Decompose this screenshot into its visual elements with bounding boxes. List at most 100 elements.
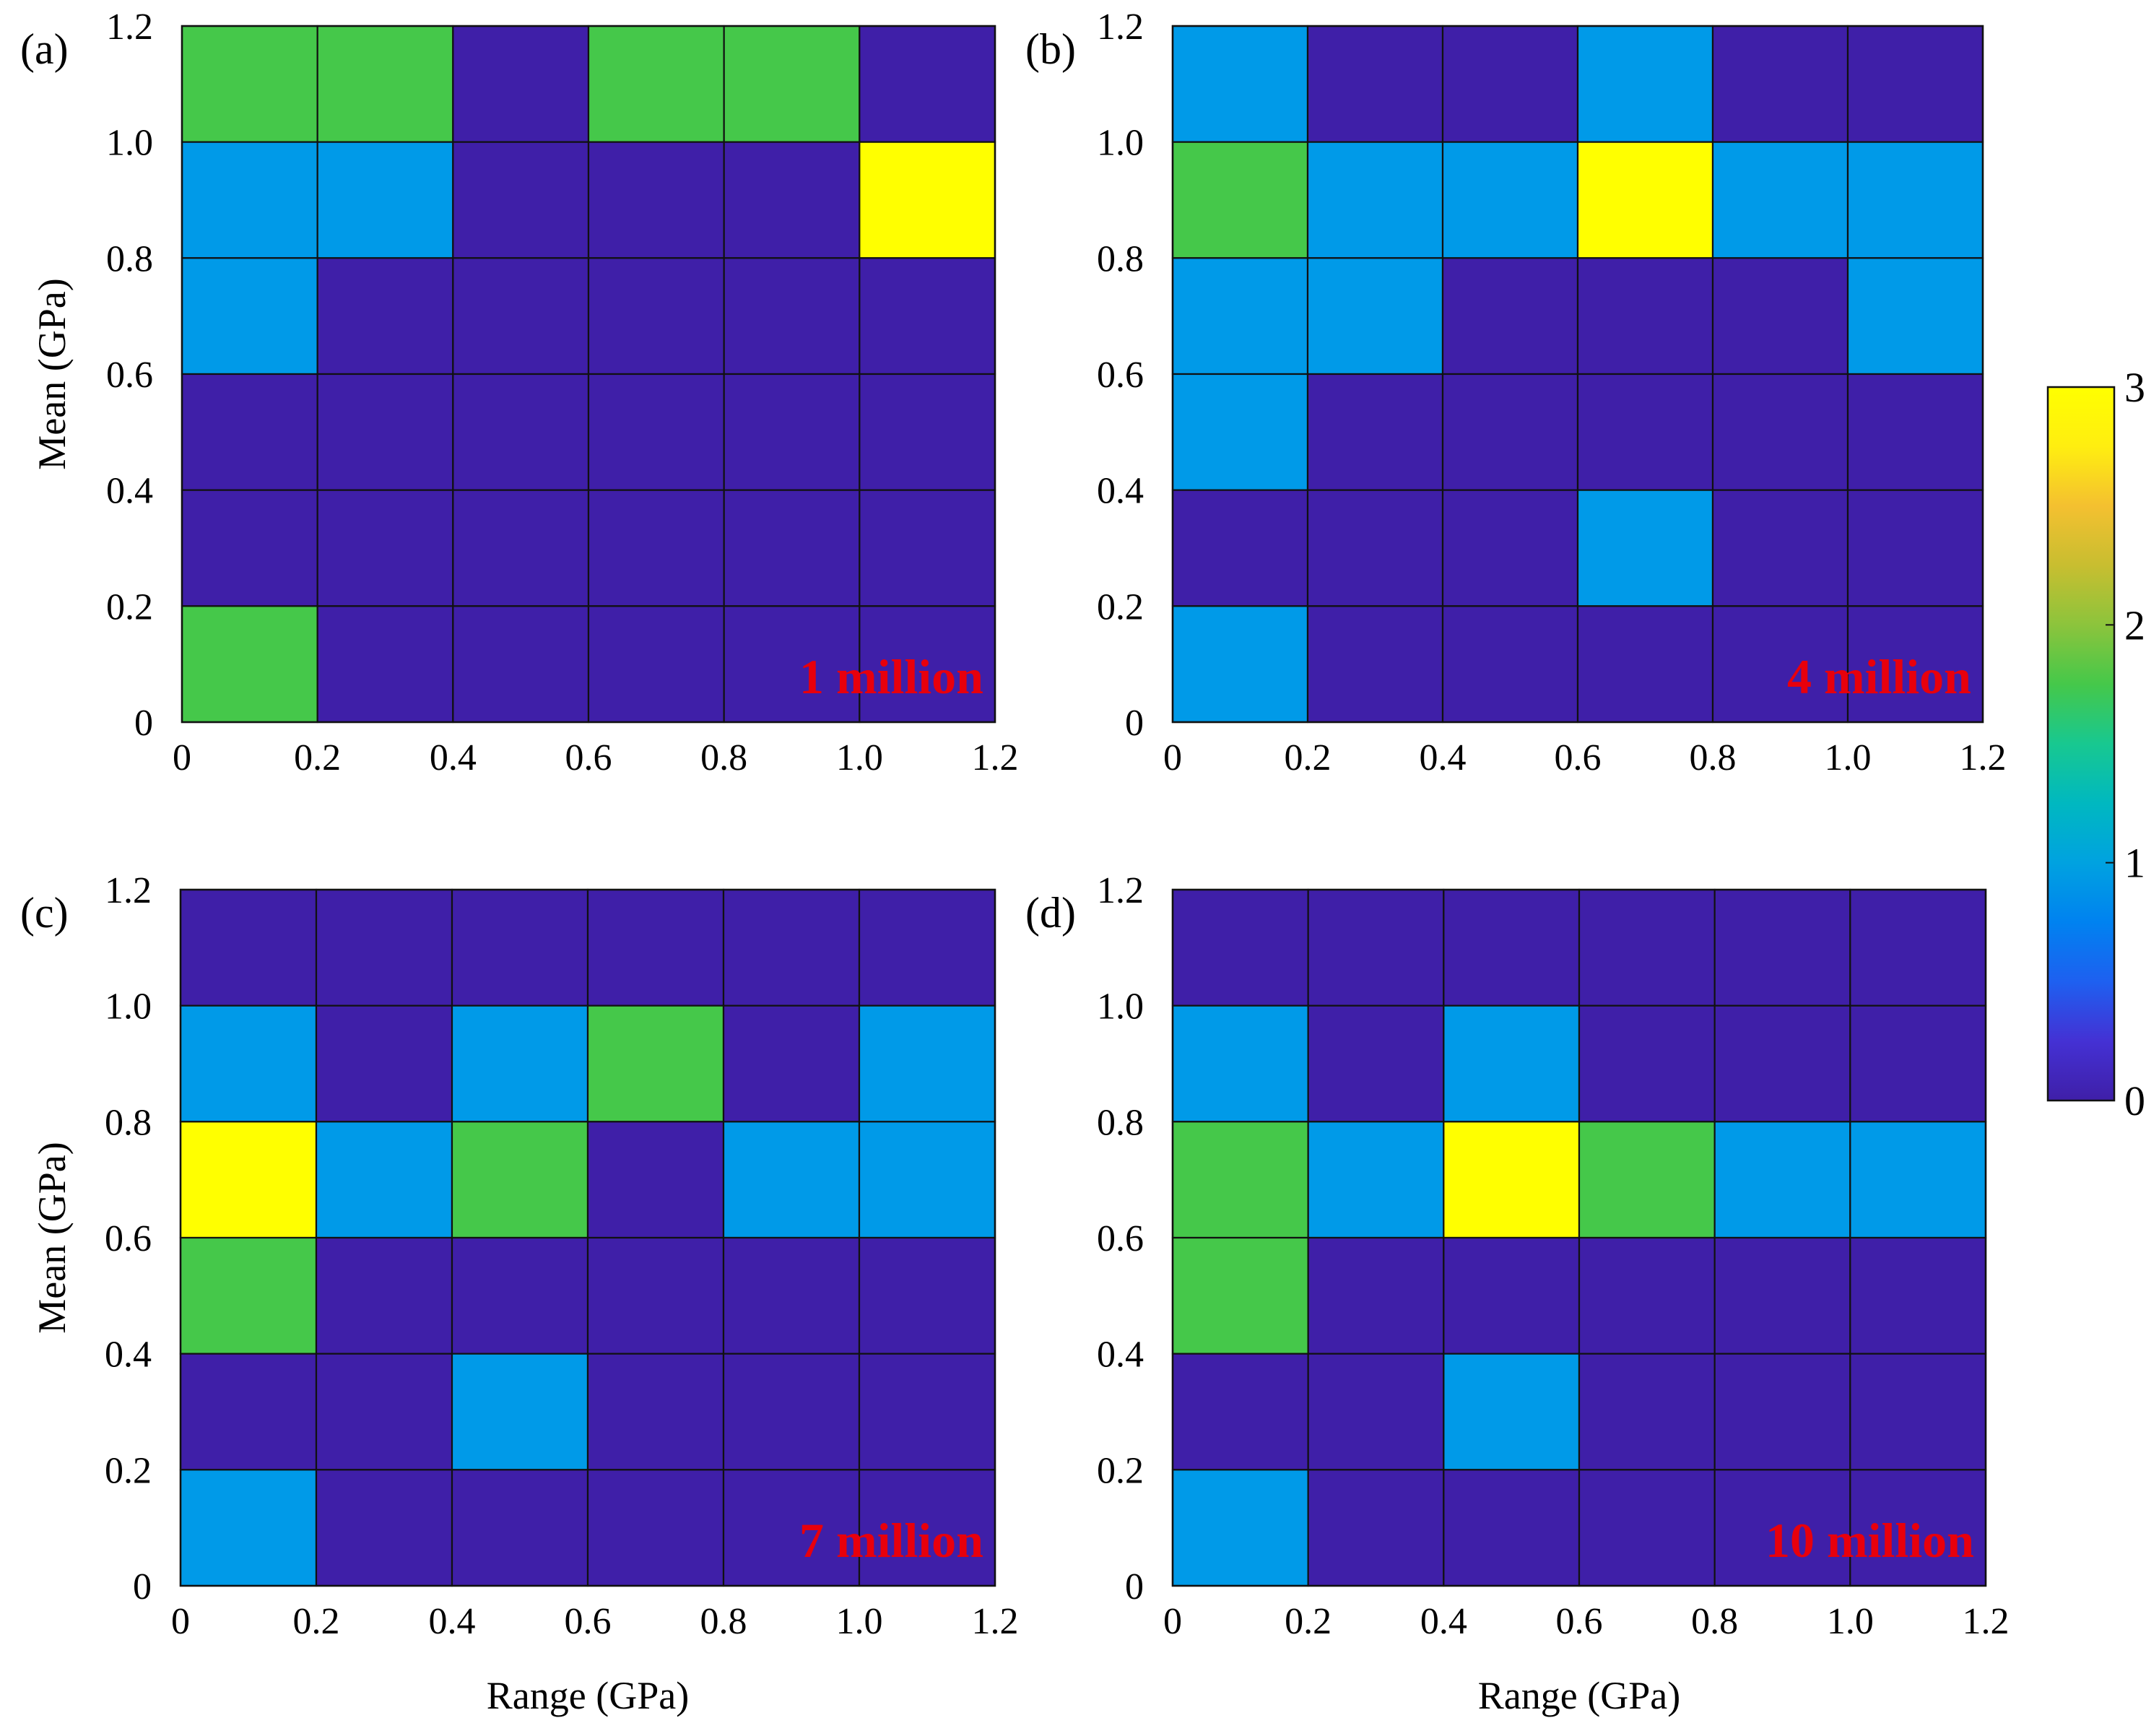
- heatmap-cell: [181, 605, 318, 724]
- heatmap-cell: [1711, 373, 1849, 491]
- y-tick-label: 1.2: [1097, 870, 1144, 911]
- heatmap-cell: [315, 1469, 453, 1587]
- heatmap-cell: [722, 1469, 861, 1587]
- heatmap-cell: [452, 257, 590, 376]
- heatmap-cell: [1711, 257, 1849, 376]
- heatmap-cell: [316, 489, 454, 607]
- heatmap-cell: [181, 141, 318, 259]
- heatmap-cell: [723, 373, 861, 491]
- heatmap-cell: [858, 1121, 996, 1239]
- panel-label: (b): [1025, 25, 1076, 73]
- x-tick-label: 0.2: [1285, 1601, 1332, 1642]
- heatmap-cell: [1441, 605, 1579, 724]
- heatmap-cell: [1578, 1236, 1716, 1355]
- plot-frame: [179, 888, 996, 1587]
- y-tick-label: 0.8: [1097, 1102, 1144, 1143]
- heatmap-cell: [1443, 888, 1581, 1007]
- heatmap-cell: [315, 1236, 453, 1355]
- heatmap-cell: [1171, 1004, 1309, 1123]
- x-tick-label: 1.2: [972, 1601, 1019, 1642]
- heatmap-cell: [1307, 1469, 1445, 1587]
- heatmap-cell: [859, 25, 996, 143]
- y-axis-label: Mean (GPa): [30, 1142, 74, 1333]
- heatmap-cell: [1578, 1004, 1716, 1123]
- y-tick-label: 0.4: [1097, 471, 1144, 512]
- x-tick-label: 0.4: [429, 1601, 476, 1642]
- heatmap-cell: [451, 1236, 589, 1355]
- heatmap-cell: [1171, 373, 1309, 491]
- x-tick-label: 0: [171, 1601, 190, 1642]
- y-tick-label: 0: [133, 1566, 152, 1607]
- heatmap-cell: [858, 1236, 996, 1355]
- heatmap-panel-c: 0 0.2 0.4 0.6 0.8 1.0 1.2 0 0.2 0.4 0.6 0.8 1.0 1.2 (c…: [20, 870, 1019, 1717]
- x-tick-label: 0.8: [1691, 1601, 1738, 1642]
- heatmap-cell: [451, 1353, 589, 1471]
- heatmap-cell: [452, 605, 590, 724]
- heatmap-cell: [1576, 141, 1714, 259]
- x-tick-label: 0.4: [1420, 737, 1467, 778]
- y-tick-label: 0.6: [106, 355, 153, 396]
- y-tick-label: 0.8: [1097, 238, 1144, 279]
- heatmap-cell: [858, 1469, 996, 1587]
- heatmap-cell: [1849, 1236, 1987, 1355]
- heatmap-panel-d: 0 0.2 0.4 0.6 0.8 1.0 1.2 0 0.2 0.4 0.6 0.8 1.0 1.2 (d…: [1025, 870, 2010, 1717]
- panel-label: (c): [20, 889, 69, 937]
- x-tick-label: 0.6: [1555, 737, 1602, 778]
- heatmap-cell: [586, 1121, 725, 1239]
- heatmap-cell: [587, 605, 725, 724]
- colorbar-tick-label: 1: [2124, 840, 2145, 887]
- heatmap-cell: [1441, 257, 1579, 376]
- heatmap-cell: [859, 257, 996, 376]
- heatmap-cell: [179, 1121, 318, 1239]
- sample-count-annotation: 4 million: [1787, 649, 1971, 704]
- colorbar-gradient: [2046, 386, 2116, 1102]
- heatmap-cell: [1849, 1121, 1987, 1239]
- x-tick-label: 0.6: [565, 737, 612, 778]
- y-tick-label: 0.4: [1097, 1334, 1144, 1376]
- y-tick-label: 0.2: [1097, 1450, 1144, 1491]
- y-tick-label: 0.2: [105, 1450, 152, 1491]
- y-tick-label: 0.6: [1097, 1218, 1144, 1259]
- x-tick-label: 1.2: [1960, 737, 2007, 778]
- panel-label: (a): [20, 25, 69, 73]
- heatmap-cell: [181, 25, 318, 143]
- y-tick-label: 1.0: [1097, 986, 1144, 1028]
- plot-frame: [181, 25, 996, 724]
- heatmap-cell: [181, 373, 318, 491]
- heatmap-cell: [316, 25, 454, 143]
- heatmap-cell: [1171, 1353, 1309, 1471]
- heatmap-cell: [451, 1121, 589, 1239]
- y-tick-label: 0.8: [105, 1102, 152, 1143]
- heatmap-cell: [586, 1353, 725, 1471]
- heatmap-cell: [1846, 373, 1984, 491]
- colorbar: 0 1 2 3: [2046, 364, 2145, 1124]
- sample-count-annotation: 1 million: [799, 649, 983, 704]
- x-tick-label: 0: [1163, 1601, 1182, 1642]
- heatmap-cell: [1171, 25, 1309, 143]
- y-tick-label: 1.2: [1097, 6, 1144, 48]
- y-tick-label: 0.6: [1097, 355, 1144, 396]
- heatmap-cell: [1441, 489, 1579, 607]
- heatmap-cell: [1307, 1004, 1445, 1123]
- heatmap-cell: [859, 605, 996, 724]
- heatmap-cell: [859, 141, 996, 259]
- y-tick-label: 0.4: [106, 471, 153, 512]
- heatmap-cell: [1306, 141, 1444, 259]
- heatmap-cell: [722, 888, 861, 1007]
- heatmap-cell: [1576, 489, 1714, 607]
- heatmap-cell: [858, 1004, 996, 1123]
- heatmap-cell: [1576, 257, 1714, 376]
- y-tick-label: 1.0: [105, 986, 152, 1028]
- heatmap-cell: [1713, 1236, 1851, 1355]
- x-tick-label: 1.2: [1963, 1601, 2010, 1642]
- heatmap-cell: [1578, 1469, 1716, 1587]
- x-tick-label: 0: [1163, 737, 1182, 778]
- heatmap-cell: [1171, 605, 1309, 724]
- heatmap-cell: [1578, 1121, 1716, 1239]
- heatmap-cell: [723, 257, 861, 376]
- heatmap-cell: [1711, 141, 1849, 259]
- heatmap-cell: [1171, 257, 1309, 376]
- heatmap-cell: [1441, 373, 1579, 491]
- heatmap-cell: [722, 1236, 861, 1355]
